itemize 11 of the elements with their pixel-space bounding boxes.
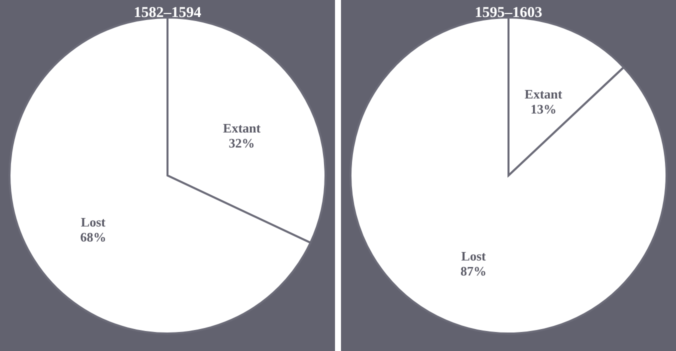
data-label: 68%: [80, 230, 106, 245]
chart-title: 1595–1603: [474, 5, 542, 21]
slice-label: Extant: [524, 86, 563, 102]
slice-label: Lost: [461, 248, 486, 264]
data-label: 87%: [460, 263, 487, 278]
slice-label: Extant: [223, 120, 262, 136]
chart-title: 1582–1594: [134, 5, 202, 21]
data-label: 13%: [530, 102, 556, 117]
slice-label: Lost: [80, 214, 106, 230]
data-label: 32%: [228, 135, 255, 150]
pie-slice: [350, 16, 668, 334]
